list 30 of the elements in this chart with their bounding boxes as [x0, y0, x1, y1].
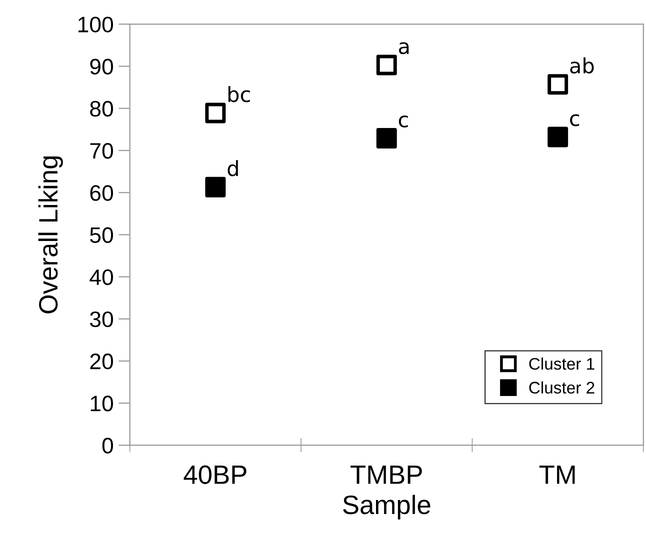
annotation: c	[570, 114, 580, 126]
point	[376, 54, 397, 76]
y-tick-label: 60	[90, 185, 114, 201]
annotation: c	[398, 115, 408, 128]
x-axis-title: Sample	[343, 494, 430, 520]
y-tick-label: 30	[90, 311, 114, 328]
x-tick-label: TM	[539, 466, 575, 484]
annotation: a	[398, 42, 409, 54]
y-tick-label: 70	[90, 143, 114, 159]
annotation: bc	[228, 86, 250, 102]
y-tick-label: 90	[90, 58, 114, 75]
y-tick-label: 0	[102, 438, 114, 454]
legend-label: Cluster 1	[529, 358, 594, 370]
y-tick-label: 40	[90, 269, 114, 286]
point	[376, 128, 397, 149]
y-tick-label: 50	[90, 227, 114, 243]
x-tick-label: TMBP	[350, 466, 422, 484]
y-tick-label: 10	[90, 396, 114, 412]
x-tick-label: 40BP	[184, 465, 246, 484]
point	[548, 74, 568, 95]
point	[205, 102, 226, 124]
annotation: ab	[570, 57, 594, 74]
y-tick-label: 80	[90, 100, 114, 117]
point	[205, 176, 226, 198]
legend-label: Cluster 2	[529, 381, 594, 394]
annotation: d	[228, 160, 238, 176]
y-axis-title: Overall Liking	[38, 156, 63, 314]
point	[548, 126, 568, 148]
y-tick-label: 100	[78, 16, 114, 32]
y-tick-label: 20	[90, 354, 114, 370]
